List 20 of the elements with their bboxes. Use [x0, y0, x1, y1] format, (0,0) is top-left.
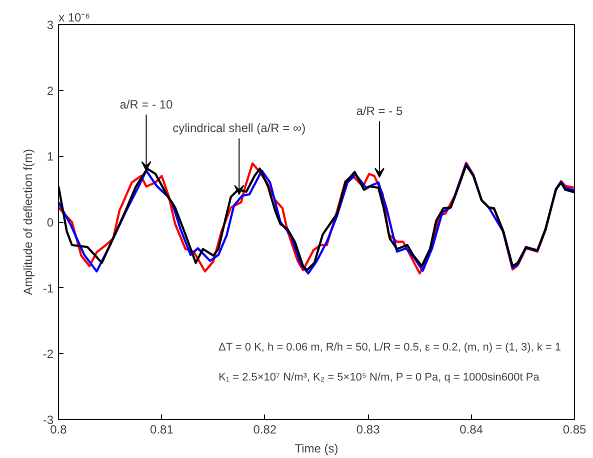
annotation: cylindrical shell (a/R = ∞) — [172, 121, 306, 136]
y-tick-label: 2 — [46, 84, 54, 98]
x-tick-label: 0.8 — [50, 422, 68, 436]
y-axis-title: Amplitude of deflection f(m) — [20, 148, 35, 296]
y-tick-label: -1 — [42, 281, 54, 296]
annotation: ΔT = 0 K, h = 0.06 m, R/h = 50, L/R = 0.5, ε = 0.2, (m, n) = (1, 3), k = 1 — [218, 342, 562, 354]
x-tick-label: 0.85 — [562, 422, 587, 436]
y-tick-label: -2 — [42, 347, 54, 362]
y-tick-label: 0 — [46, 216, 54, 230]
text: x 10⁻⁶ — [58, 10, 90, 24]
x-tick-label: 0.82 — [253, 422, 277, 436]
annotation: a/R = - 10 — [120, 97, 174, 112]
x-axis-title: Time (s) — [294, 442, 338, 456]
x-tick-label: 0.81 — [150, 422, 174, 436]
annotation: a/R = - 5 — [356, 104, 403, 118]
y-tick-label: 3 — [46, 18, 54, 32]
y-tick-label: 1 — [46, 150, 54, 164]
x-tick-label: 0.83 — [356, 422, 380, 436]
annotation: K₁ = 2.5×10⁷ N/m³, K₂ = 5×10⁵ N/m, P = 0 Pa, q = 1000sin600t Pa — [218, 372, 540, 384]
x-tick-label: 0.84 — [460, 422, 484, 436]
